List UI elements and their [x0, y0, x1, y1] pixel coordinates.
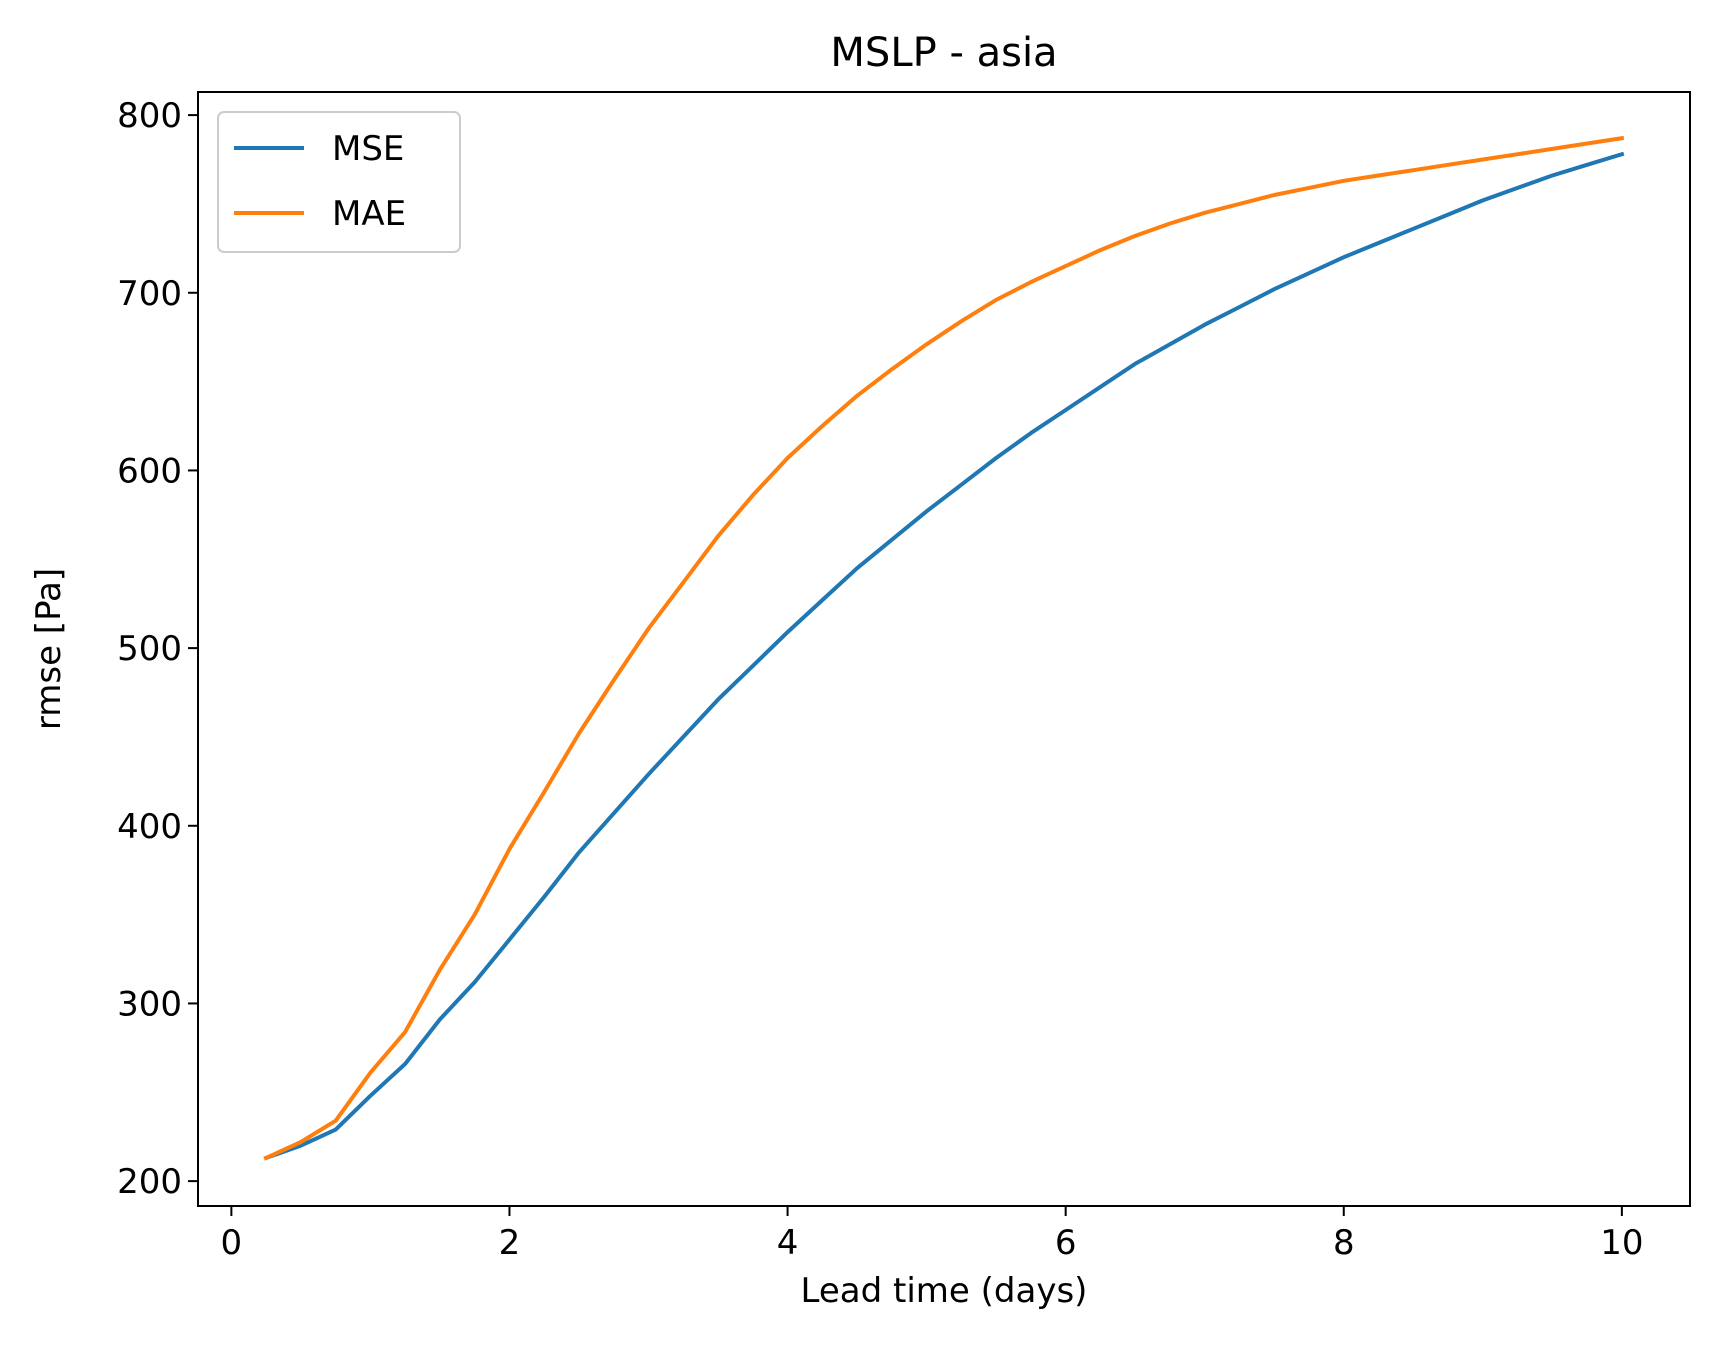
series-line-mae [263, 135, 1625, 1161]
legend: MSE MAE [217, 111, 461, 253]
y-tick-label: 200 [117, 1162, 182, 1202]
y-axis-label: rmse [Pa] [29, 568, 69, 730]
legend-label-mae: MAE [332, 194, 406, 234]
y-tick-label: 400 [117, 807, 182, 847]
x-tick-label: 6 [1055, 1223, 1077, 1263]
x-tick-label: 2 [499, 1223, 521, 1263]
y-tick-label: 800 [117, 96, 182, 136]
x-tick-label: 10 [1600, 1223, 1643, 1263]
x-tick-label: 0 [221, 1223, 243, 1263]
legend-label-mse: MSE [332, 129, 404, 169]
y-tick-label: 300 [117, 984, 182, 1024]
plot-area [263, 135, 1625, 1161]
x-tick-label: 4 [777, 1223, 799, 1263]
y-tick-label: 500 [117, 629, 182, 669]
x-tick-label: 8 [1333, 1223, 1355, 1263]
axes: 0 2 4 6 8 10 200 300 400 500 600 700 800 [117, 91, 1691, 1263]
y-tick-label: 700 [117, 274, 182, 314]
y-tick-label: 600 [117, 451, 182, 491]
series-line-mse [263, 151, 1625, 1161]
chart-title: MSLP - asia [830, 30, 1057, 76]
x-axis-label: Lead time (days) [801, 1271, 1088, 1311]
